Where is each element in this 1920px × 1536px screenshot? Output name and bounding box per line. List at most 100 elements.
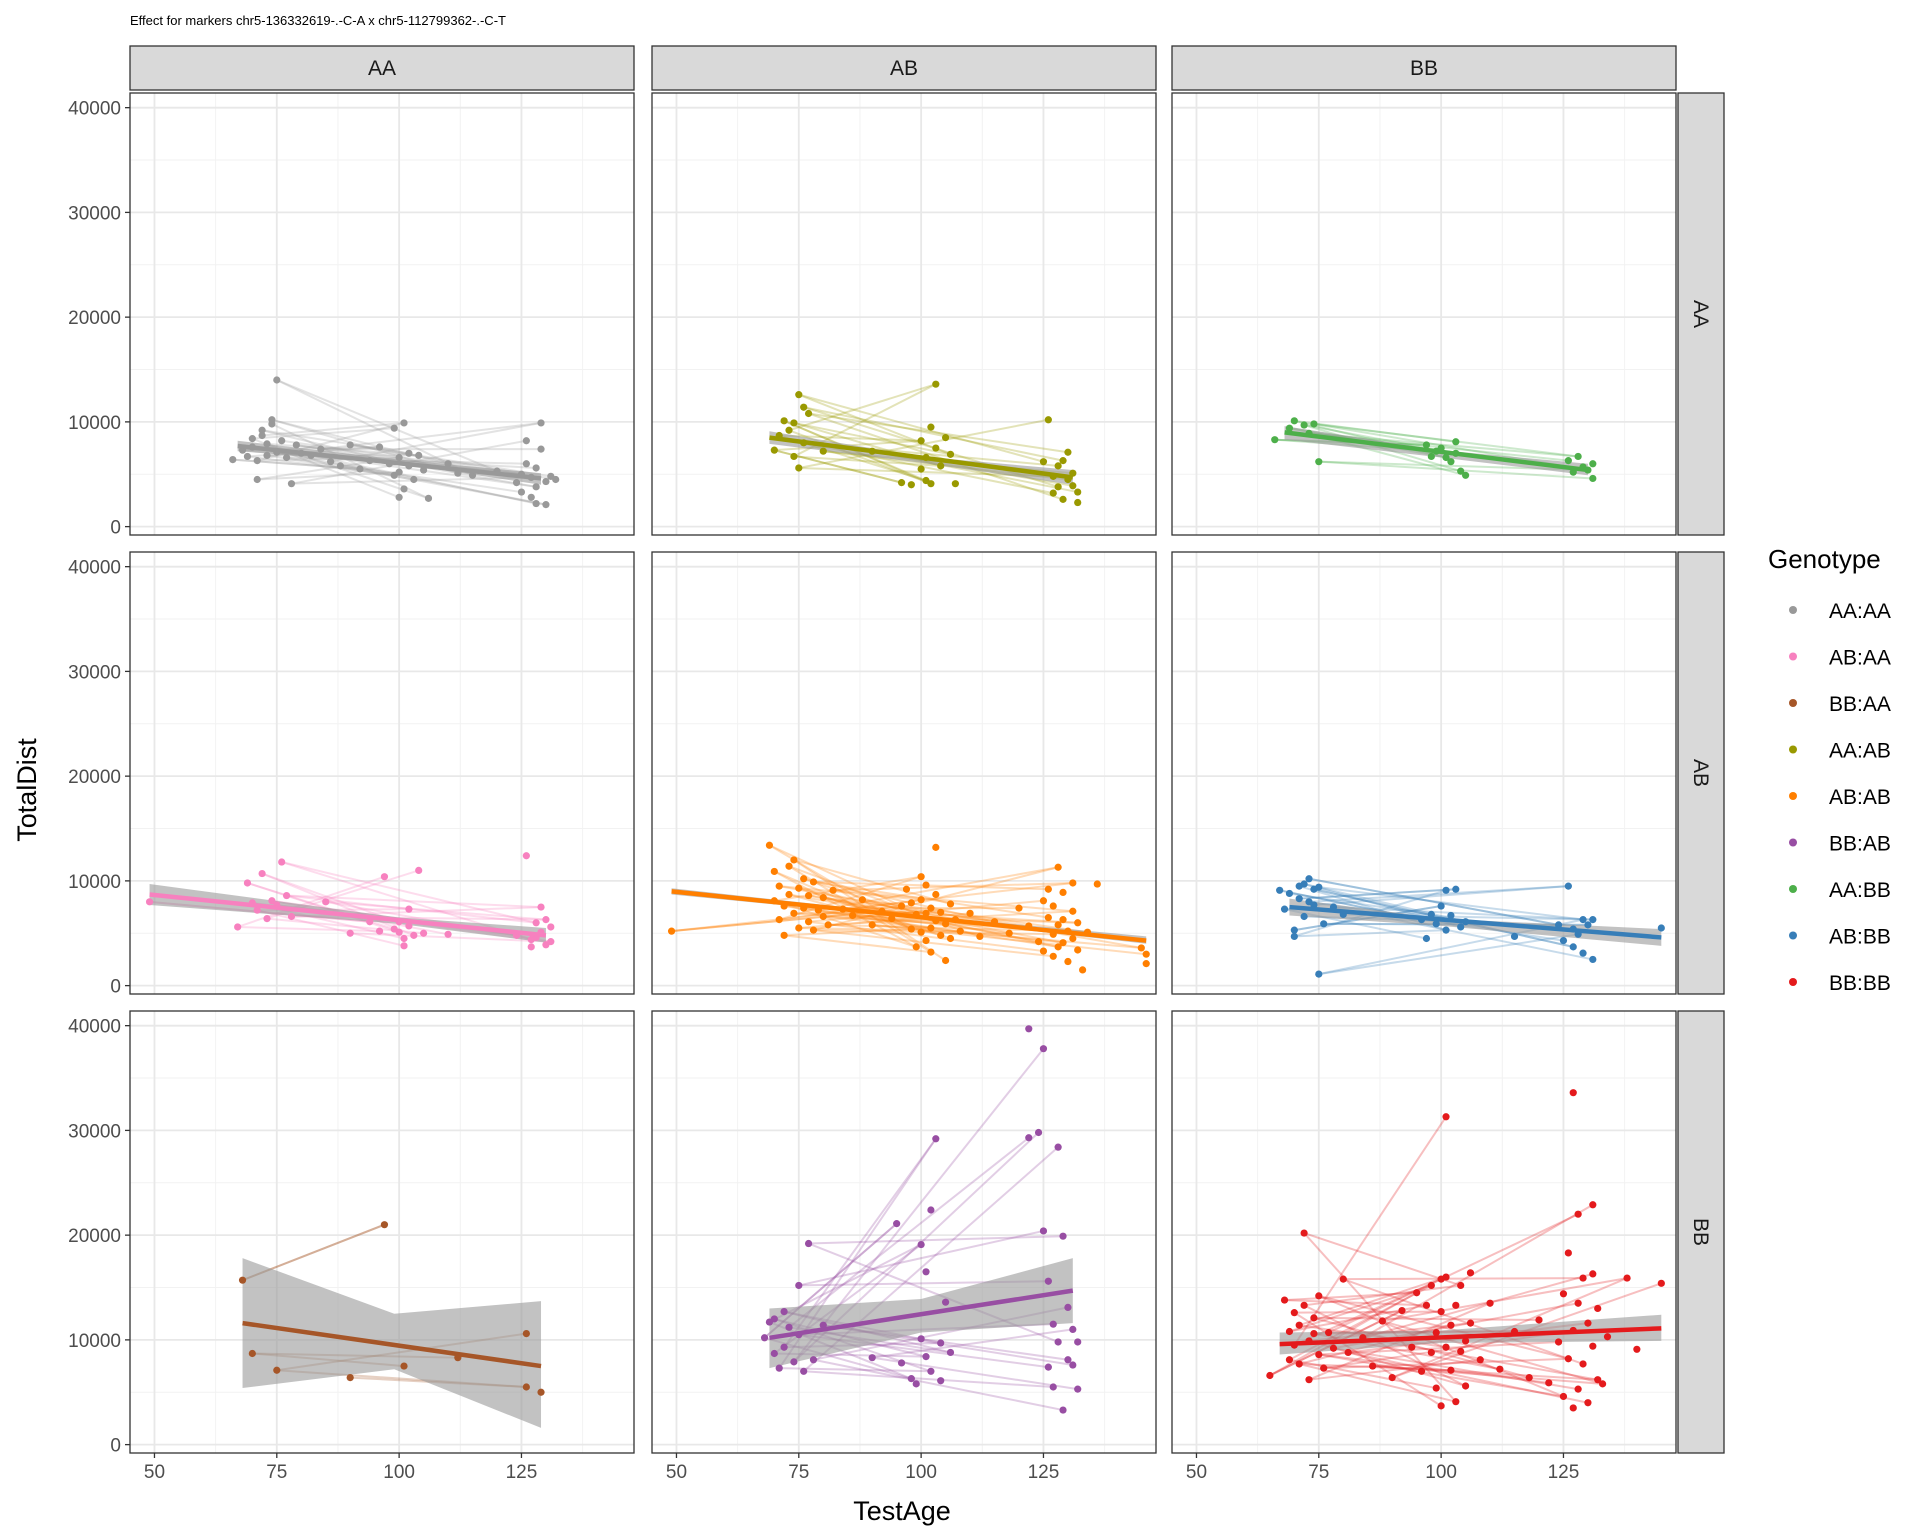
data-point <box>1564 882 1572 890</box>
x-tick-label: 50 <box>1186 1462 1207 1483</box>
data-point <box>395 928 403 936</box>
data-point <box>1579 1274 1587 1282</box>
data-point <box>1300 1301 1308 1309</box>
data-point <box>1457 923 1465 931</box>
data-point <box>1447 1366 1455 1374</box>
data-point <box>234 923 242 931</box>
data-point <box>1064 448 1072 456</box>
data-point <box>1584 1399 1592 1407</box>
data-point <box>1589 1201 1597 1209</box>
data-point <box>1074 498 1082 507</box>
data-point <box>1069 934 1077 943</box>
trajectory-line <box>823 915 1064 944</box>
data-point <box>258 431 266 440</box>
data-point <box>1427 452 1435 461</box>
y-tick-label: 10000 <box>68 872 121 893</box>
trajectory-line <box>788 865 937 922</box>
trajectory-line <box>1318 886 1584 921</box>
legend-label: AA:AA <box>1829 600 1891 623</box>
trajectory-line <box>330 421 542 463</box>
trajectory-line <box>330 460 547 506</box>
facet-panels: AA AB BB AA AB BB 0 10000 20000 30000 40000 0 10000 2… <box>68 45 1725 1483</box>
data-point <box>278 437 286 445</box>
data-point <box>1432 920 1440 928</box>
data-point <box>1049 952 1057 960</box>
data-point <box>1579 949 1587 957</box>
data-point <box>537 903 545 911</box>
data-point <box>1564 1355 1572 1363</box>
data-point <box>1074 1338 1082 1346</box>
data-point <box>1285 889 1294 898</box>
legend-label: AB:AA <box>1829 647 1891 670</box>
x-tick-label: 125 <box>506 1462 538 1483</box>
data-point <box>1457 1347 1465 1356</box>
panel-background <box>130 552 634 994</box>
data-point <box>941 1298 950 1306</box>
panel-background <box>652 552 1156 994</box>
data-point <box>760 1334 769 1342</box>
regression-line <box>242 1320 542 1369</box>
data-point <box>1074 946 1082 954</box>
data-point <box>366 918 374 926</box>
data-point <box>400 419 408 427</box>
data-point <box>1285 1327 1294 1336</box>
data-point <box>824 921 832 929</box>
data-point <box>405 449 413 457</box>
legend: Genotype AA:AAAB:AABB:AAAA:ABAB:ABBB:ABA… <box>1768 544 1891 995</box>
data-point <box>1447 911 1455 920</box>
data-point <box>1369 1362 1377 1370</box>
trajectory-line <box>784 934 932 954</box>
data-point <box>790 1358 798 1366</box>
data-point <box>1442 926 1450 934</box>
chart-title: Effect for markers chr5-136332619-.-C-A … <box>130 13 506 28</box>
data-point <box>1069 1325 1077 1334</box>
data-point <box>1271 436 1279 444</box>
data-point <box>1285 424 1294 432</box>
data-point <box>1054 1143 1062 1151</box>
legend-label: AB:BB <box>1829 926 1891 949</box>
legend-label: AA:BB <box>1829 879 1891 902</box>
trajectory-line <box>237 875 385 928</box>
trajectory-line <box>1333 906 1593 921</box>
data-point <box>253 475 261 484</box>
data-point <box>1054 1338 1062 1346</box>
data-point <box>795 924 803 932</box>
row-strip-label: AA <box>1689 300 1712 328</box>
data-point <box>395 493 403 501</box>
trajectory-line <box>325 900 547 921</box>
panel-border <box>651 551 1157 995</box>
data-point <box>917 1335 925 1343</box>
data-point <box>1461 471 1470 479</box>
data-point <box>1486 1299 1494 1307</box>
y-tick-label: 30000 <box>68 1121 121 1142</box>
data-point <box>795 1281 803 1290</box>
trajectory-line <box>350 932 551 943</box>
data-point <box>804 1239 813 1248</box>
y-axis-title: TotalDist <box>12 738 42 842</box>
y-tick-label: 40000 <box>68 558 121 579</box>
data-point <box>1039 1045 1048 1053</box>
data-point <box>1049 1320 1057 1328</box>
legend-key <box>1789 652 1797 661</box>
trajectory-line <box>813 866 1059 932</box>
data-point <box>1015 904 1023 912</box>
data-point <box>1432 1328 1440 1337</box>
data-point <box>1025 1134 1033 1142</box>
data-point <box>1300 880 1308 888</box>
data-point <box>946 450 955 458</box>
data-point <box>282 891 291 900</box>
panel-border <box>1171 1010 1677 1454</box>
data-point <box>1589 474 1597 483</box>
y-tick-label: 30000 <box>68 662 121 683</box>
data-point <box>780 417 788 425</box>
data-point <box>1142 960 1150 968</box>
data-point <box>1054 863 1062 871</box>
data-point <box>951 480 959 488</box>
data-point <box>1266 1371 1274 1380</box>
legend-key <box>1789 699 1797 707</box>
data-point <box>1398 1306 1406 1315</box>
trajectory-line <box>1342 1278 1584 1365</box>
data-point <box>917 928 925 936</box>
data-point <box>532 919 540 927</box>
x-tick-label: 125 <box>1028 1462 1060 1483</box>
